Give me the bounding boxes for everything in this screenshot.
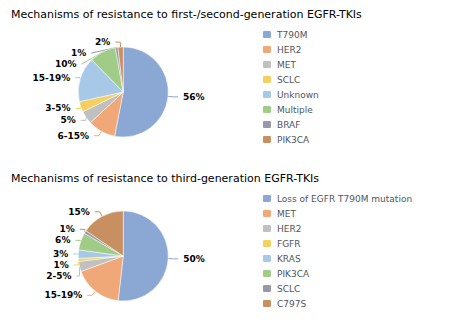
- svg-text:SCLC: SCLC: [277, 75, 300, 85]
- svg-text:MET: MET: [277, 209, 296, 219]
- svg-text:Mechanisms of resistance to fi: Mechanisms of resistance to first-/secon…: [11, 8, 362, 21]
- svg-text:HER2: HER2: [277, 45, 301, 55]
- svg-text:FGFR: FGFR: [277, 239, 301, 249]
- svg-text:Loss of EGFR T790M mutation: Loss of EGFR T790M mutation: [277, 194, 412, 204]
- svg-text:2%: 2%: [95, 37, 110, 47]
- svg-text:15-19%: 15-19%: [44, 290, 82, 300]
- svg-text:3-5%: 3-5%: [45, 103, 70, 113]
- svg-text:Mechanisms of resistance to th: Mechanisms of resistance to third-genera…: [11, 172, 319, 185]
- svg-text:1%: 1%: [60, 224, 75, 234]
- svg-text:BRAF: BRAF: [277, 120, 300, 130]
- svg-text:KRAS: KRAS: [277, 254, 301, 264]
- svg-text:56%: 56%: [183, 92, 205, 102]
- svg-text:T790M: T790M: [276, 30, 307, 40]
- svg-text:50%: 50%: [183, 254, 205, 264]
- svg-text:5%: 5%: [60, 115, 75, 125]
- svg-text:10%: 10%: [55, 59, 77, 69]
- svg-text:Multiple: Multiple: [277, 105, 313, 115]
- svg-text:C797S: C797S: [277, 299, 306, 309]
- svg-text:6-15%: 6-15%: [57, 131, 89, 141]
- svg-text:2-5%: 2-5%: [46, 271, 71, 281]
- svg-text:MET: MET: [277, 60, 296, 70]
- svg-text:SCLC: SCLC: [277, 284, 300, 294]
- svg-text:Unknown: Unknown: [277, 90, 319, 100]
- svg-text:PIK3CA: PIK3CA: [277, 269, 310, 279]
- svg-text:3%: 3%: [53, 249, 68, 259]
- svg-text:PIK3CA: PIK3CA: [277, 135, 310, 145]
- svg-text:15-19%: 15-19%: [32, 73, 70, 83]
- svg-text:1%: 1%: [54, 260, 69, 270]
- svg-text:HER2: HER2: [277, 224, 301, 234]
- svg-text:15%: 15%: [68, 207, 90, 217]
- svg-text:1%: 1%: [71, 48, 86, 58]
- svg-text:6%: 6%: [55, 235, 70, 245]
